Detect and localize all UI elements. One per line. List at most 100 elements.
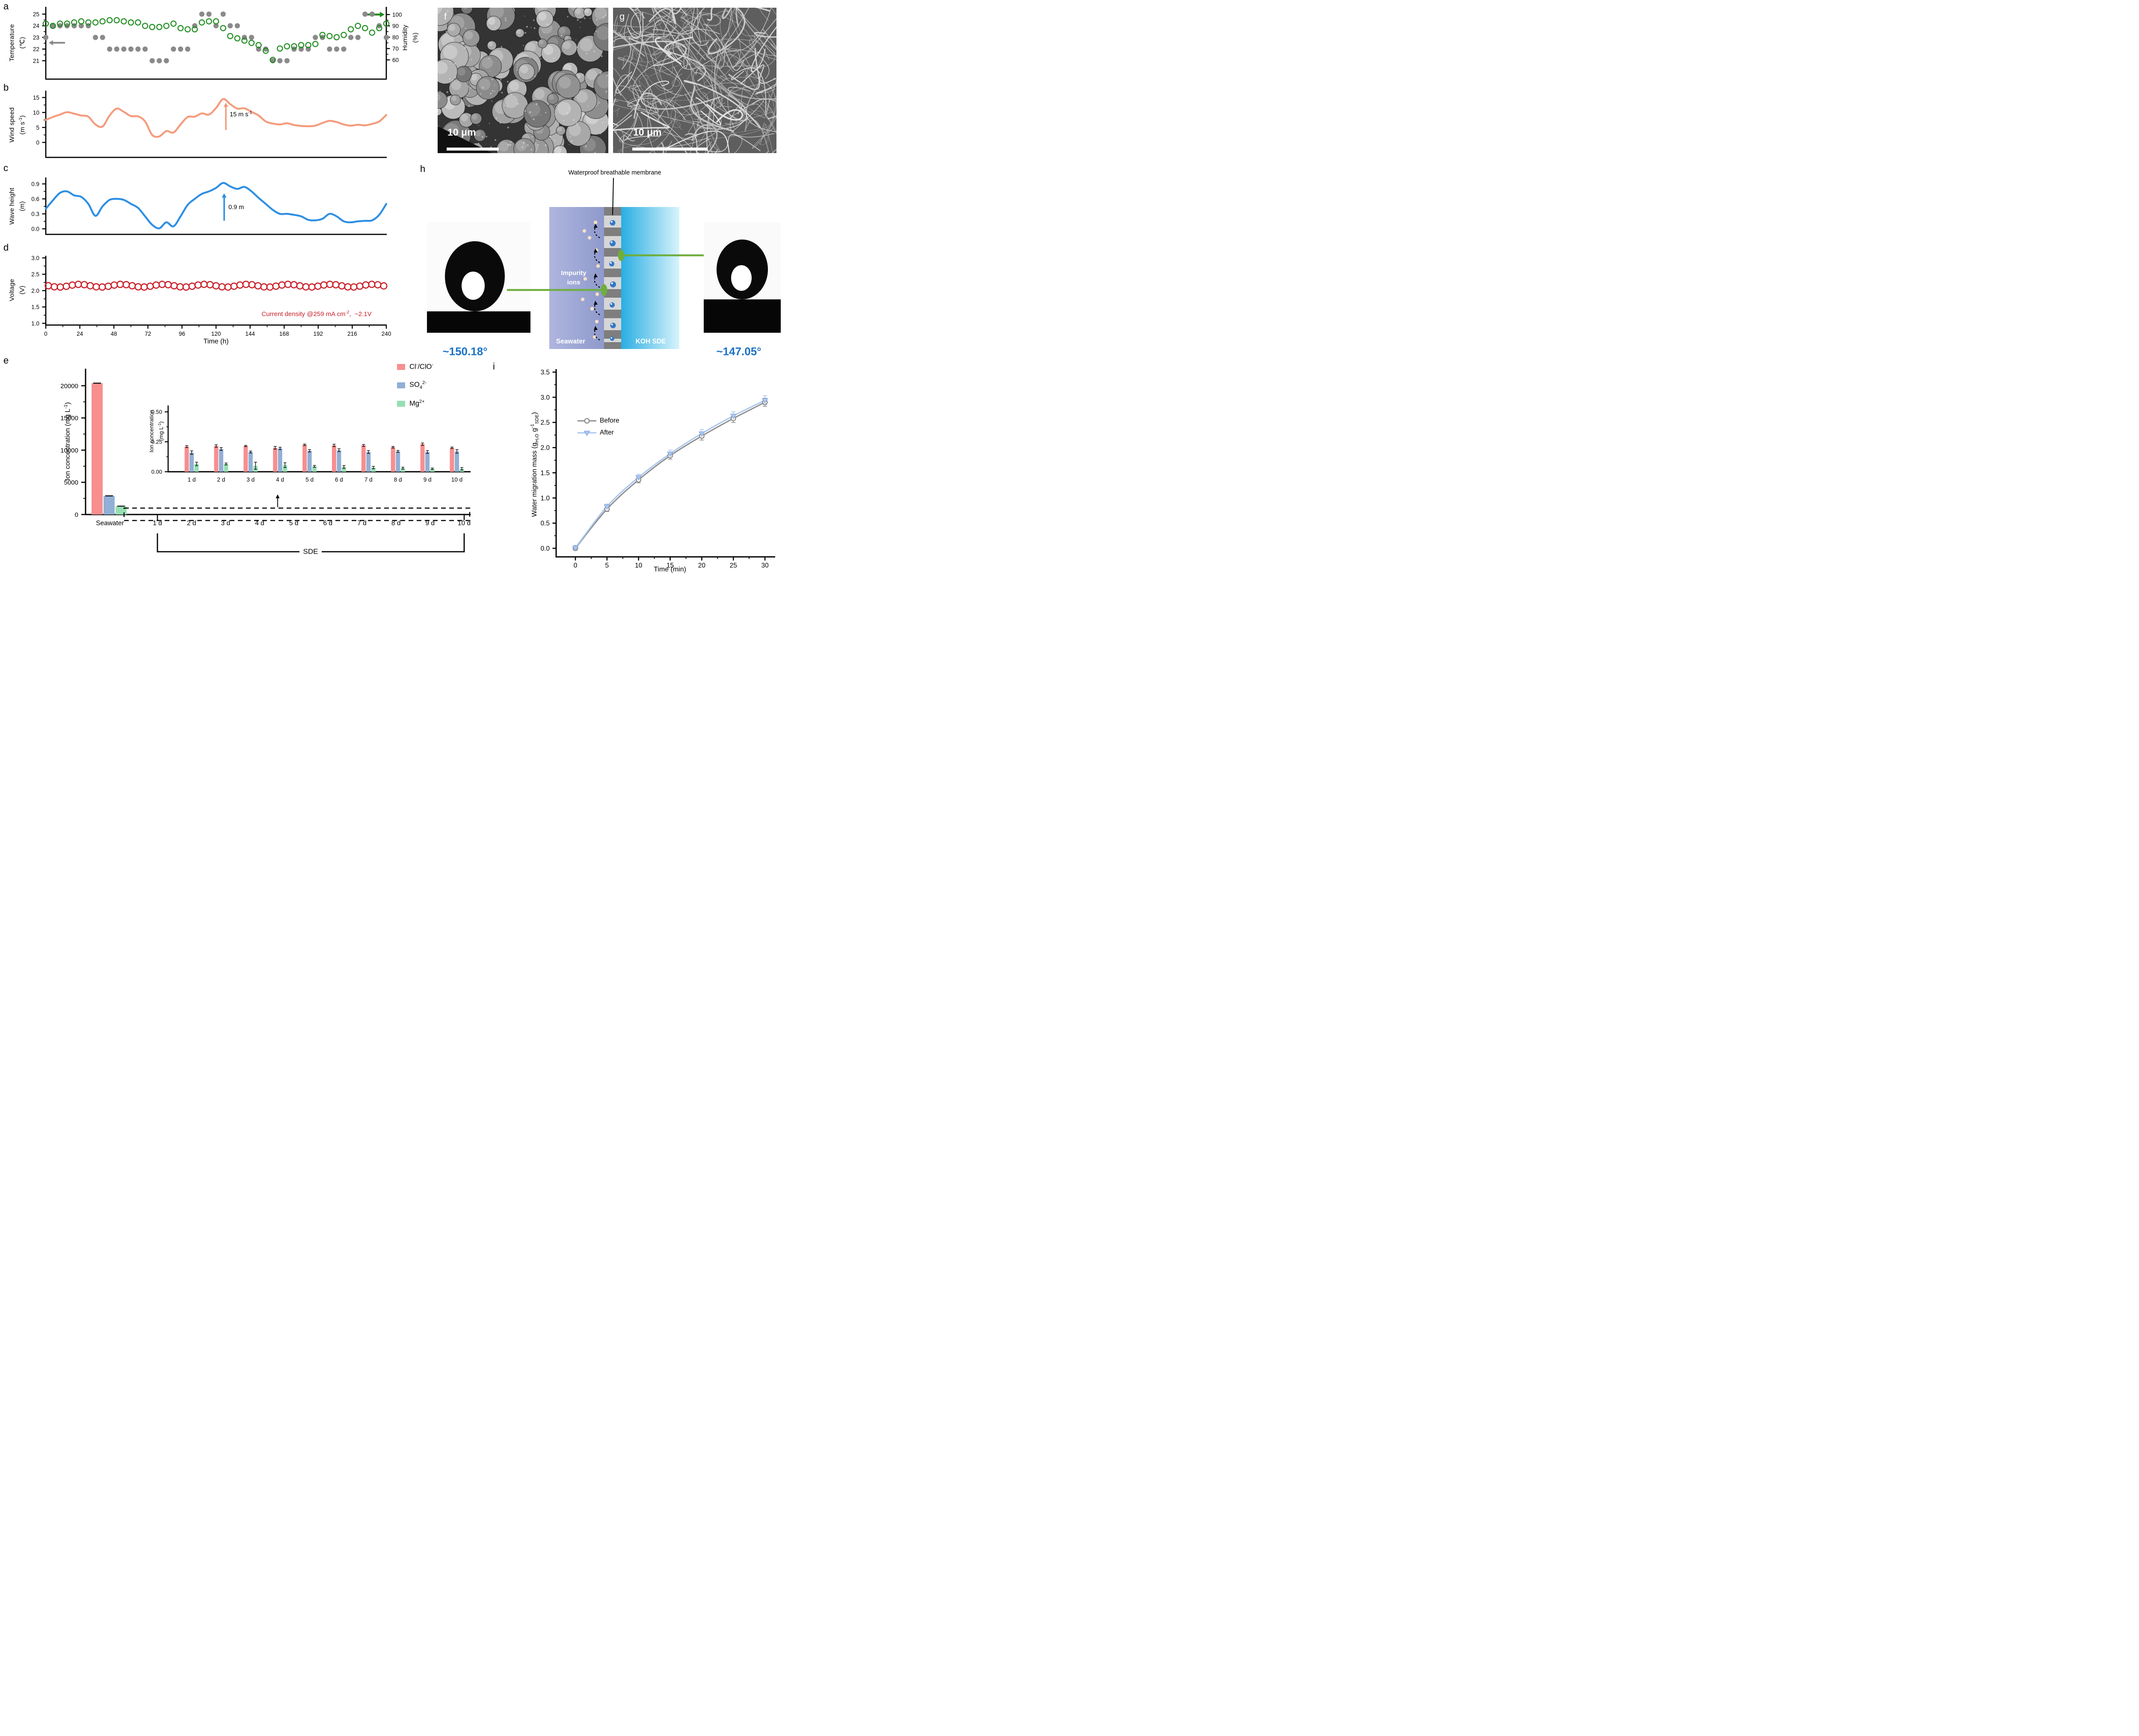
svg-text:60: 60: [392, 57, 399, 63]
figure-container: 21 22 23 24 25 60 70 80 90 100 0 5 10 15 0.0 0.3 0.6 0.9 1…: [0, 0, 783, 579]
panel-letter-i: i: [493, 361, 495, 372]
svg-text:8 d: 8 d: [394, 476, 402, 483]
svg-text:0.25: 0.25: [151, 439, 162, 445]
svg-text:70: 70: [392, 45, 399, 52]
panel-a-chart: 21 22 23 24 25 60 70 80 90 100: [33, 7, 402, 80]
svg-text:10: 10: [635, 562, 643, 569]
svg-text:3 d: 3 d: [221, 520, 231, 527]
c-ylabel: Wave height: [8, 187, 16, 225]
d-ylabel-units: (V): [18, 285, 26, 295]
b-peak-annotation: 15 m s-1: [230, 110, 252, 118]
h-koh-sde-label: KOH SDE: [635, 338, 666, 345]
svg-text:0.0: 0.0: [540, 545, 550, 553]
svg-text:0.00: 0.00: [151, 469, 162, 475]
svg-text:10 d: 10 d: [451, 476, 462, 483]
svg-text:0: 0: [44, 331, 47, 337]
svg-text:1.0: 1.0: [31, 320, 39, 327]
a-ylabel-humidity: Humidity: [401, 24, 409, 51]
panel-d-chart: 1.0 1.5 2.0 2.5 3.0 0 24 48 72 96 120 144 168 192 216 2…: [31, 255, 391, 337]
humidity-series: [42, 17, 390, 63]
svg-text:80: 80: [392, 34, 399, 41]
e-ylabel: Ion concentration (mg L-1): [63, 402, 72, 481]
svg-text:2 d: 2 d: [187, 520, 196, 527]
f-scale-bar-label: 10 μm: [447, 127, 476, 138]
svg-text:25: 25: [33, 11, 39, 18]
pore-links: [507, 249, 704, 296]
i-xlabel: Time (min): [654, 566, 686, 573]
h-seawater-label: Seawater: [556, 338, 586, 345]
membrane-blocks: [604, 207, 621, 349]
svg-text:15: 15: [667, 562, 674, 569]
svg-text:25: 25: [730, 562, 737, 569]
d-ylabel: Voltage: [8, 278, 16, 302]
panel-f-sem: [438, 8, 608, 153]
e-legend-label-mg: Mg2+: [409, 399, 425, 408]
b-ylabel-units: (m s-1): [18, 115, 26, 135]
svg-text:216: 216: [347, 331, 357, 337]
svg-text:8 d: 8 d: [391, 520, 401, 527]
svg-text:5: 5: [36, 124, 39, 131]
svg-text:90: 90: [392, 23, 399, 29]
a-ylabel-temperature-units: (℃): [19, 37, 26, 49]
svg-text:10000: 10000: [60, 447, 78, 454]
svg-text:1.5: 1.5: [31, 304, 39, 311]
svg-text:21: 21: [33, 58, 39, 64]
svg-text:1 d: 1 d: [188, 476, 196, 483]
e-legend-swatch-cl: [397, 364, 405, 370]
svg-text:1 d: 1 d: [153, 520, 162, 527]
svg-text:5000: 5000: [64, 479, 78, 486]
panel-letter-c: c: [3, 163, 8, 173]
svg-text:0.0: 0.0: [31, 226, 39, 232]
h-impurity-ions-label: Impurity ions: [561, 269, 586, 287]
svg-text:6 d: 6 d: [323, 520, 333, 527]
svg-text:2.5: 2.5: [540, 419, 550, 426]
panel-g-sem: [613, 8, 776, 153]
svg-text:15: 15: [33, 95, 39, 101]
panel-c-chart: 0.0 0.3 0.6 0.9: [31, 177, 388, 235]
svg-text:72: 72: [145, 331, 151, 337]
svg-text:3.0: 3.0: [540, 394, 550, 401]
svg-text:0.50: 0.50: [151, 409, 162, 415]
g-scale-bar-label: 10 μm: [633, 127, 662, 138]
svg-text:3.0: 3.0: [31, 255, 39, 261]
i-legend-label-before: Before: [600, 417, 619, 424]
panel-e-inset-chart: 0.00 0.25 0.50 1 d 2 d 3 d 4 d 5 d 6 d 7 d 8 d 9 d 1…: [151, 405, 471, 483]
voltage-series: [44, 281, 388, 291]
svg-text:3 d: 3 d: [246, 476, 255, 483]
h-impurity-line1: Impurity: [561, 269, 587, 277]
e-legend-swatch-so4: [397, 382, 405, 388]
svg-text:0: 0: [75, 512, 78, 519]
b-ylabel: Wind speed: [8, 107, 16, 143]
svg-text:4 d: 4 d: [276, 476, 284, 483]
right-droplet-photo: [704, 222, 781, 333]
svg-text:5 d: 5 d: [305, 476, 314, 483]
h-left-contact-angle: ~150.18°: [442, 345, 488, 358]
e-legend-row-so4: SO42-: [397, 376, 433, 394]
svg-text:2.0: 2.0: [540, 444, 550, 452]
svg-text:3.5: 3.5: [540, 369, 550, 376]
svg-text:96: 96: [179, 331, 185, 337]
svg-text:5: 5: [605, 562, 609, 569]
svg-text:7 d: 7 d: [364, 476, 373, 483]
svg-text:2.0: 2.0: [31, 287, 39, 294]
panel-letter-h: h: [420, 163, 426, 174]
svg-text:0: 0: [36, 139, 39, 146]
impurity-dots: [581, 220, 600, 339]
a-ylabel-temperature: Temperature: [8, 24, 16, 62]
e-legend-label-so4: SO42-: [409, 380, 427, 390]
svg-text:Seawater: Seawater: [96, 520, 124, 527]
svg-text:168: 168: [279, 331, 289, 337]
svg-text:144: 144: [245, 331, 255, 337]
svg-text:48: 48: [111, 331, 117, 337]
h-right-contact-angle: ~147.05°: [716, 345, 761, 358]
svg-text:2.5: 2.5: [31, 271, 39, 278]
panel-letter-b: b: [3, 82, 9, 93]
svg-text:9 d: 9 d: [426, 520, 435, 527]
panel-i-chart: 0.0 0.5 1.0 1.5 2.0 2.5 3.0 3.5 0 5 10 15 20 25 30: [540, 369, 775, 569]
svg-text:24: 24: [33, 23, 40, 29]
svg-text:240: 240: [382, 331, 391, 337]
panel-letter-f: f: [444, 11, 447, 22]
panel-b-chart: 0 5 10 15: [33, 91, 388, 158]
svg-text:23: 23: [33, 34, 39, 41]
svg-text:10: 10: [33, 109, 39, 116]
